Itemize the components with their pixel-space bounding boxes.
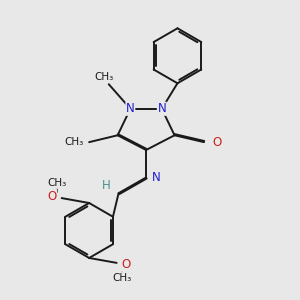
Text: CH₃: CH₃ bbox=[64, 137, 83, 147]
Text: N: N bbox=[158, 102, 166, 115]
Text: N: N bbox=[152, 171, 160, 184]
Text: O: O bbox=[47, 190, 57, 202]
Text: N: N bbox=[126, 102, 135, 115]
Text: H: H bbox=[101, 179, 110, 192]
Text: O: O bbox=[212, 136, 221, 148]
Text: CH₃: CH₃ bbox=[112, 273, 131, 283]
Text: O: O bbox=[122, 258, 131, 271]
Text: CH₃: CH₃ bbox=[47, 178, 66, 188]
Text: CH₃: CH₃ bbox=[94, 72, 113, 82]
